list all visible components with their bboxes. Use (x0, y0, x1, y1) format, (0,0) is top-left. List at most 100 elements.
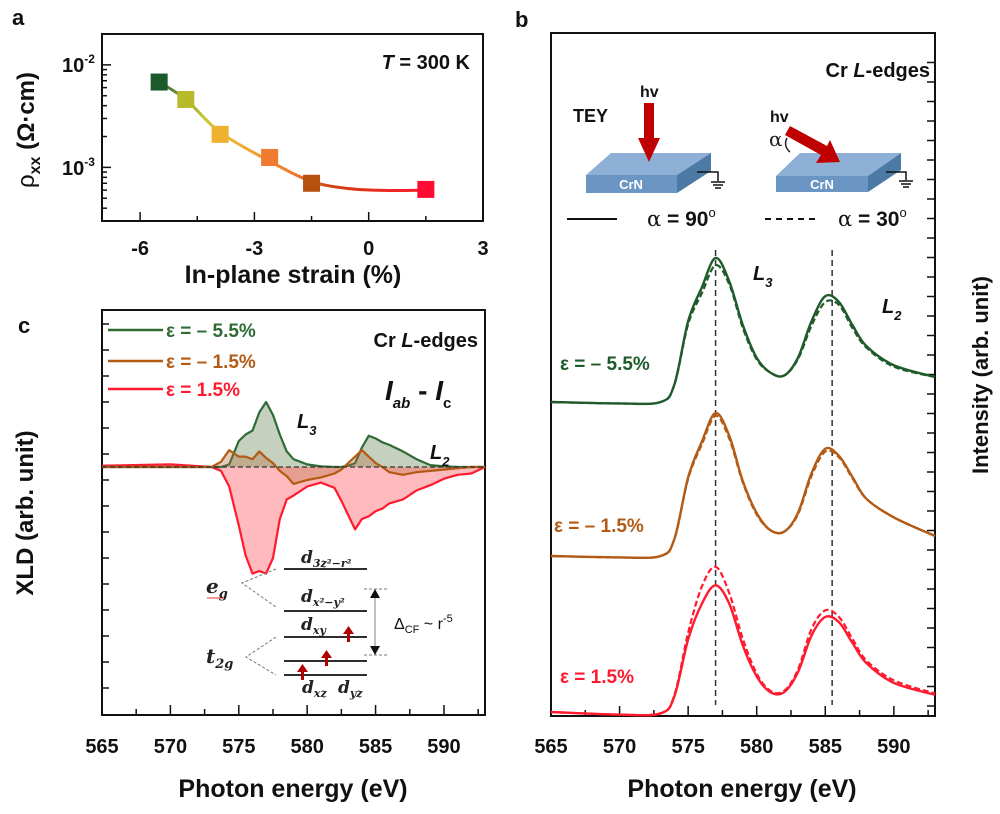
spin-up-arrow-icon (343, 626, 354, 642)
label-dx2y2: dx²−y² (301, 587, 345, 609)
series-dashed-line (550, 565, 936, 717)
panel-a-frame (101, 33, 484, 222)
spin-up-arrow-icon (297, 664, 308, 680)
splitting-double-arrow-icon (370, 589, 380, 655)
series-area (102, 450, 485, 484)
x-tick-label: 0 (363, 238, 374, 260)
peak-label-l2-b: L2 (882, 296, 902, 323)
x-tick-label: 585 (359, 736, 392, 758)
panel-c-x-axis-label: Photon energy (eV) (178, 775, 407, 803)
angle-arc-icon (784, 137, 791, 153)
panel-label-c: c (18, 313, 30, 338)
series-dashed-line (550, 264, 936, 406)
data-point (150, 73, 168, 91)
panel-c-y-axis-label: XLD (arb. unit) (12, 430, 39, 595)
panel-a-ticks (102, 64, 484, 221)
peak-label-l2-c: L2 (430, 442, 450, 469)
crn-slab-1: CrN (586, 153, 711, 193)
panel-b-curves (550, 256, 936, 717)
x-tick-label: 570 (603, 736, 636, 758)
data-point (303, 174, 321, 192)
label-dxy: dxy (301, 615, 327, 637)
panel-c-title: Cr L-edges (374, 330, 478, 352)
x-tick-label: 570 (154, 736, 187, 758)
hv-label-1: hv (640, 84, 659, 101)
panel-label-a: a (12, 5, 25, 30)
alpha-symbol: α (769, 127, 783, 151)
peak-label-l3-b: L3 (753, 263, 773, 290)
fit-curve-line (158, 80, 426, 193)
data-point (417, 180, 435, 198)
x-tick-label: 585 (809, 736, 842, 758)
hv-label-2: hv (770, 109, 789, 126)
x-tick-label: -3 (246, 238, 264, 260)
panel-b-reference-lines (714, 250, 833, 705)
x-tick-label: 565 (85, 736, 118, 758)
panel-c-legend: ε = – 5.5% ε = – 1.5% ε = 1.5% (108, 321, 256, 401)
label-dyz: dyz (338, 678, 363, 700)
panel-b-title: Cr L-edges (826, 60, 930, 82)
eg-label: eg (206, 574, 228, 602)
panel-c-xld-chart: ε = – 5.5% ε = – 1.5% ε = 1.5% Cr L-edge… (12, 309, 486, 803)
legend-label-30: α = 30o (838, 205, 907, 231)
panel-b-legend: α = 90o α = 30o (567, 205, 907, 231)
x-tick-label: 575 (671, 736, 704, 758)
legend-label-90: α = 90o (647, 205, 716, 231)
series-solid-line (550, 411, 936, 560)
panel-b-x-axis-label: Photon energy (eV) (627, 775, 856, 803)
annotation-temperature: T = 300 K (382, 52, 471, 74)
photon-arrow-normal-icon (638, 103, 660, 162)
panel-b-x-tick-labels: 565 570 575 580 585 590 (534, 736, 910, 758)
ground-icon (697, 171, 725, 189)
crn-label-1: CrN (619, 177, 643, 192)
panel-a-x-tick-labels: -6 -3 0 3 (131, 238, 488, 260)
series-line (101, 463, 486, 575)
panel-c-frame (101, 309, 486, 716)
legend-label-neg1.5: ε = – 1.5% (166, 352, 256, 373)
crn-slab-2: CrN (776, 153, 901, 192)
t2g-label: t2g (206, 644, 233, 672)
split-lines (240, 568, 388, 676)
panel-a-y-axis-label: ρxx (Ω·cm) (13, 72, 44, 188)
panel-a-y-tick-labels: 10-2 10-3 (62, 52, 95, 180)
label-d3z2: d3z²−r² (301, 548, 352, 570)
panel-b-ticks (550, 61, 935, 716)
series-solid-line (550, 256, 936, 406)
legend-label-neg5.5: ε = – 5.5% (166, 321, 256, 342)
x-tick-label: 565 (534, 736, 567, 758)
data-point (261, 148, 279, 166)
x-tick-label: 590 (427, 736, 460, 758)
panel-b-xas-chart: Cr L-edges TEY hv CrN hv α (534, 32, 993, 803)
series-area (102, 402, 485, 467)
x-tick-label: 580 (740, 736, 773, 758)
panel-b-y-axis-label: Intensity (arb. unit) (968, 276, 993, 474)
y-tick-label-1e-3: 10-3 (62, 155, 95, 180)
ground-icon (886, 171, 913, 188)
series-line (102, 449, 485, 485)
panel-c-x-tick-labels: 565 570 575 580 585 590 (85, 736, 460, 758)
panel-label-b: b (515, 7, 528, 32)
series-label-neg1.5: ε = – 1.5% (554, 516, 644, 537)
x-tick-label: -6 (131, 238, 149, 260)
panel-c-curves (101, 400, 486, 575)
crn-label-2: CrN (810, 177, 834, 192)
series-line (102, 400, 485, 469)
series-label-neg5.5: ε = – 5.5% (560, 354, 650, 375)
series-label-1.5: ε = 1.5% (560, 667, 634, 688)
data-point (211, 125, 229, 143)
spin-up-arrow-icon (321, 650, 332, 666)
data-point (177, 90, 195, 108)
label-dxz: dxz (302, 678, 327, 700)
x-tick-label: 575 (222, 736, 255, 758)
photon-arrow-grazing-icon (785, 126, 840, 163)
series-solid-line (550, 584, 936, 717)
tey-label: TEY (573, 106, 608, 126)
panel-a-x-axis-label: In-plane strain (%) (185, 261, 402, 289)
x-tick-label: 590 (877, 736, 910, 758)
panel-a-fit-curve (158, 80, 426, 193)
crystal-field-diagram: eg t2g d3z²−r² dx²−y² dxy dxz dyz ΔCF ~ … (206, 548, 453, 700)
panel-a-resistivity-chart: T = 300 K -6 -3 0 3 10-2 10-3 In-plane stra… (13, 33, 489, 289)
y-tick-label-1e-2: 10-2 (62, 52, 95, 77)
x-tick-label: 580 (290, 736, 323, 758)
